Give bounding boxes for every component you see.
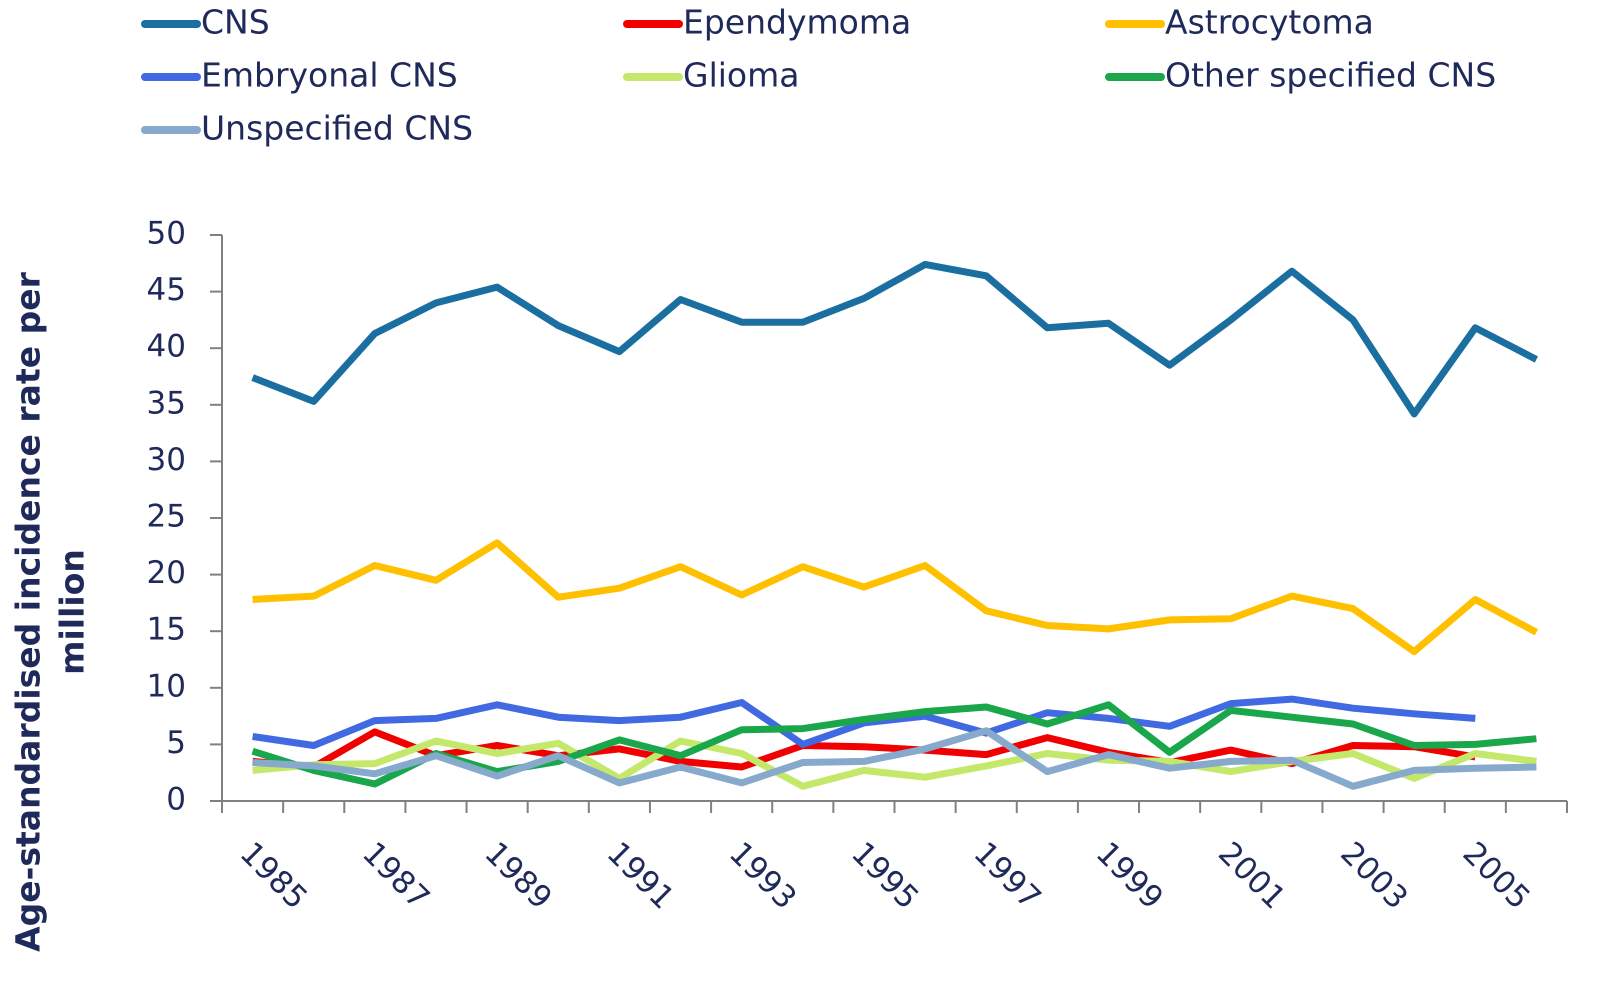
x-tick-group: 1987 <box>355 835 436 916</box>
y-label-line: million <box>53 549 92 675</box>
x-tick-group: 2003 <box>1333 835 1414 916</box>
x-tick-label: 1985 <box>233 835 314 916</box>
y-tick-label: 45 <box>147 272 186 308</box>
y-tick-label: 25 <box>147 499 186 535</box>
y-tick-label: 5 <box>166 725 186 761</box>
series-line <box>251 260 1539 418</box>
y-tick-label: 30 <box>147 442 186 478</box>
series-line <box>252 727 1537 790</box>
x-tick-label: 1999 <box>1089 835 1170 916</box>
x-tick-group: 1993 <box>722 835 803 916</box>
legend-label: Glioma <box>683 56 799 95</box>
legend-label: Embryonal CNS <box>201 56 458 95</box>
legend-label: Astrocytoma <box>1165 3 1374 42</box>
x-tick-group: 1985 <box>233 835 314 916</box>
y-tick-label: 10 <box>147 668 186 704</box>
x-tick-label: 1991 <box>600 835 681 916</box>
x-tick-label: 1989 <box>477 835 558 916</box>
x-tick-label: 2005 <box>1456 835 1537 916</box>
series-line <box>252 539 1539 656</box>
x-tick-label: 1997 <box>967 835 1048 916</box>
y-tick-label: 35 <box>147 385 186 421</box>
x-tick-group: 2001 <box>1211 835 1292 916</box>
x-tick-group: 1989 <box>477 835 558 916</box>
legend-label: CNS <box>201 3 270 42</box>
legend-label: Ependymoma <box>683 3 911 42</box>
y-tick-label: 40 <box>147 329 186 365</box>
x-tick-group: 1997 <box>967 835 1048 916</box>
y-tick-label: 0 <box>166 782 186 818</box>
y-tick-label: 20 <box>147 555 186 591</box>
x-tick-group: 2005 <box>1456 835 1537 916</box>
x-tick-group: 1995 <box>844 835 925 916</box>
y-label-line: Age-standardised incidence rate per <box>9 271 48 951</box>
y-tick-label: 50 <box>147 216 186 252</box>
series-line <box>252 737 1537 790</box>
x-tick-label: 1987 <box>355 835 436 916</box>
x-tick-label: 1993 <box>722 835 803 916</box>
x-tick-label: 1995 <box>844 835 925 916</box>
legend-label: Other specified CNS <box>1165 56 1496 95</box>
x-tick-group: 1991 <box>600 835 681 916</box>
x-tick-label: 2003 <box>1333 835 1414 916</box>
y-tick-label: 15 <box>147 612 186 648</box>
y-axis-title: Age-standardised incidence rate per mill… <box>9 271 92 951</box>
x-tick-group: 1999 <box>1089 835 1170 916</box>
x-tick-label: 2001 <box>1211 835 1292 916</box>
legend-label: Unspecified CNS <box>201 109 473 148</box>
